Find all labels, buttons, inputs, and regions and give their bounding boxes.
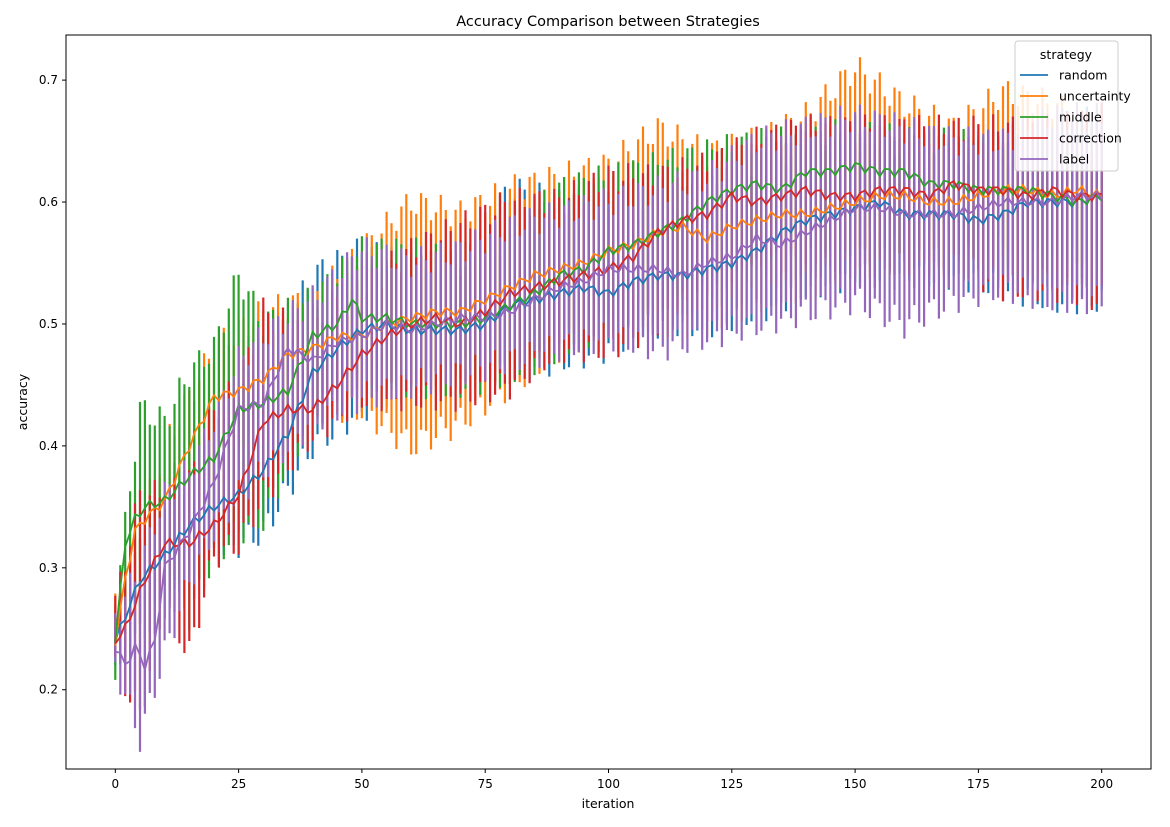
x-tick-label: 200 xyxy=(1090,777,1113,791)
series-lines xyxy=(114,161,1103,674)
x-axis-label: iteration xyxy=(582,796,635,811)
y-axis-label: accuracy xyxy=(15,373,30,430)
x-axis-ticks: 0 25 50 75 100 125 150 175 200 xyxy=(111,769,1113,791)
y-tick-label: 0.6 xyxy=(39,195,58,209)
x-tick-label: 0 xyxy=(111,777,119,791)
series-line-random xyxy=(114,193,1103,643)
x-tick-label: 25 xyxy=(231,777,246,791)
y-tick-label: 0.2 xyxy=(39,683,58,697)
x-tick-label: 50 xyxy=(354,777,369,791)
legend-label-label: label xyxy=(1059,152,1089,167)
series-line-correction xyxy=(114,179,1102,645)
y-tick-label: 0.3 xyxy=(39,561,58,575)
legend-title: strategy xyxy=(1040,47,1093,62)
y-tick-label: 0.4 xyxy=(39,439,58,453)
x-tick-label: 175 xyxy=(967,777,990,791)
error-bars xyxy=(114,57,1103,752)
x-tick-label: 75 xyxy=(478,777,493,791)
y-tick-label: 0.7 xyxy=(39,73,58,87)
legend-label-middle: middle xyxy=(1059,110,1102,125)
x-tick-label: 100 xyxy=(597,777,620,791)
legend-items: random uncertainty middle correction label xyxy=(1020,68,1131,167)
series-line-middle xyxy=(114,161,1103,643)
legend: strategy random uncertainty middle correcti… xyxy=(1014,40,1131,172)
legend-label-correction: correction xyxy=(1059,131,1122,146)
chart-title: Accuracy Comparison between Strategies xyxy=(456,14,760,30)
y-tick-label: 0.5 xyxy=(39,317,58,331)
y-axis-ticks: 0.2 0.3 0.4 0.5 0.6 0.7 xyxy=(39,73,66,697)
legend-label-random: random xyxy=(1059,68,1107,83)
x-tick-label: 150 xyxy=(844,777,867,791)
legend-label-uncertainty: uncertainty xyxy=(1059,89,1131,104)
x-tick-label: 125 xyxy=(720,777,743,791)
series-line-label xyxy=(115,189,1103,674)
